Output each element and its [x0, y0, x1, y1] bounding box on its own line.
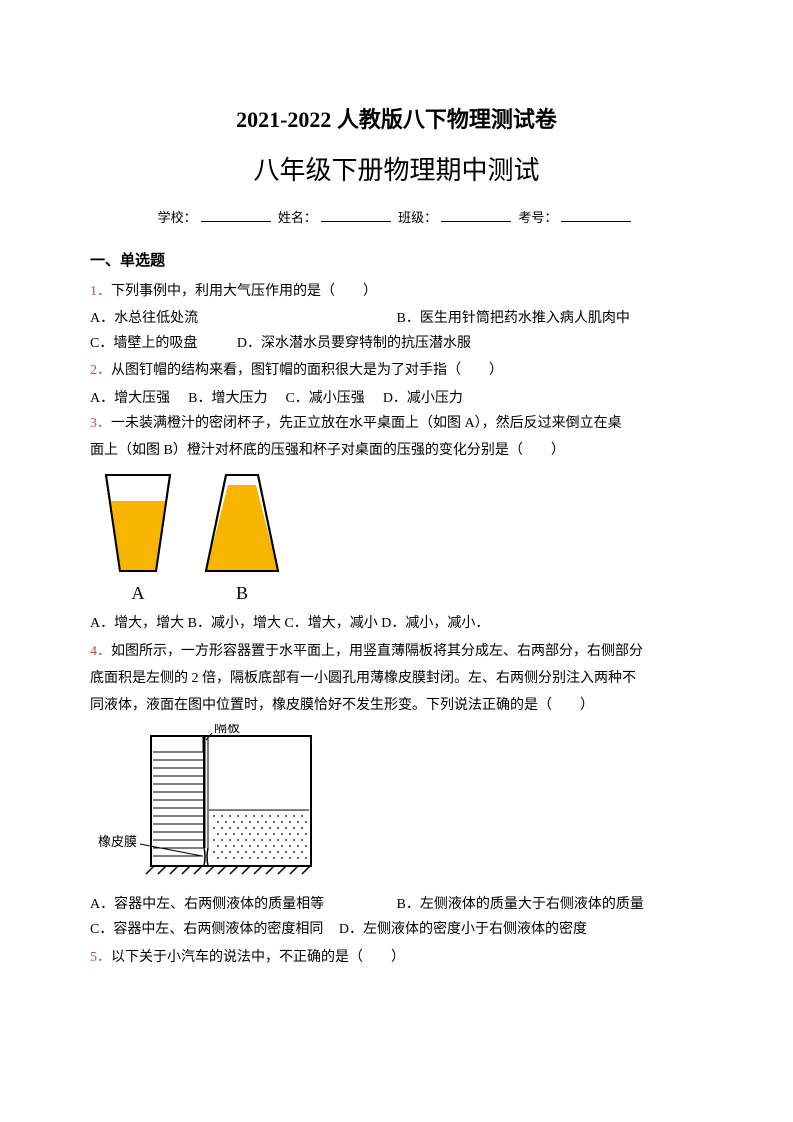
q3-opts: A．增大，增大 B．减小，增大 C．增大，减小 D．减小，减小． — [90, 611, 703, 636]
q4-opts-row2: C．容器中左、右两侧液体的密度相同 D．左侧液体的密度小于右侧液体的密度 — [90, 917, 703, 942]
q3-figure-row: A B — [102, 471, 703, 609]
q1-opts-row2: C．墙壁上的吸盘 D．深水潜水员要穿特制的抗压潜水服 — [90, 331, 703, 356]
question-3: 3．一未装满橙汁的密闭杯子，先正立放在水平桌面上（如图 A），然后反过来倒立在桌 — [90, 411, 703, 436]
q4-text2: 底面积是左侧的 2 倍，隔板底部有一小圆孔用薄橡皮膜封闭。左、右两侧分别注入两种… — [90, 666, 703, 691]
q5-num: 5． — [90, 950, 111, 965]
label-name: 姓名： — [278, 210, 317, 225]
q1-num: 1． — [90, 284, 111, 299]
q2-opts: A．增大压强 B．增大压力 C．减小压强 D．减小压力 — [90, 386, 703, 411]
section-title-1: 一、单选题 — [90, 248, 703, 275]
q1-text: 下列事例中，利用大气压作用的是（ ） — [111, 284, 377, 299]
blank-class[interactable] — [441, 221, 511, 222]
q2-optB: B．增大压力 — [188, 386, 267, 411]
glass-a-label: A — [132, 577, 145, 609]
q4-optD: D．左侧液体的密度小于右侧液体的密度 — [339, 922, 587, 937]
title-main: 2021-2022 人教版八下物理测试卷 — [90, 100, 703, 140]
glass-b-container: B — [202, 471, 282, 609]
glass-b-label: B — [236, 577, 248, 609]
q4-diagram: 隔板 橡皮膜 — [96, 724, 703, 884]
q2-optD: D．减小压力 — [383, 386, 463, 411]
q4-optA: A．容器中左、右两侧液体的质量相等 — [90, 892, 397, 917]
question-4: 4．如图所示，一方形容器置于水平面上，用竖直薄隔板将其分成左、右两部分，右侧部分 — [90, 639, 703, 664]
q1-optA: A．水总往低处流 — [90, 306, 397, 331]
q2-text: 从图钉帽的结构来看，图钉帽的面积很大是为了对手指（ ） — [111, 363, 503, 378]
label-examno: 考号： — [518, 210, 557, 225]
blank-name[interactable] — [321, 221, 391, 222]
question-1: 1．下列事例中，利用大气压作用的是（ ） — [90, 279, 703, 304]
q4-text1: 如图所示，一方形容器置于水平面上，用竖直薄隔板将其分成左、右两部分，右侧部分 — [111, 644, 643, 659]
label-school: 学校： — [158, 210, 197, 225]
q4-opts-row1: A．容器中左、右两侧液体的质量相等 B．左侧液体的质量大于右侧液体的质量 — [90, 892, 703, 917]
q1-optC: C．墙壁上的吸盘 — [90, 336, 197, 351]
q1-optB: B．医生用针筒把药水推入病人肌肉中 — [397, 306, 704, 331]
q2-num: 2． — [90, 363, 111, 378]
q1-optD: D．深水潜水员要穿特制的抗压潜水服 — [237, 336, 471, 351]
info-line: 学校： 姓名： 班级： 考号： — [90, 206, 703, 229]
q4-optC: C．容器中左、右两侧液体的密度相同 — [90, 922, 323, 937]
glass-a-icon — [102, 471, 174, 575]
q1-opts-row1: A．水总往低处流 B．医生用针筒把药水推入病人肌肉中 — [90, 306, 703, 331]
q2-optC: C．减小压强 — [285, 386, 364, 411]
glass-a-container: A — [102, 471, 174, 609]
q3-text1: 一未装满橙汁的密闭杯子，先正立放在水平桌面上（如图 A），然后反过来倒立在桌 — [111, 416, 622, 431]
title-sub: 八年级下册物理期中测试 — [90, 148, 703, 195]
q5-text: 以下关于小汽车的说法中，不正确的是（ ） — [111, 950, 405, 965]
q4-text3: 同液体，液面在图中位置时，橡皮膜恰好不发生形变。下列说法正确的是（ ） — [90, 693, 703, 718]
question-5: 5．以下关于小汽车的说法中，不正确的是（ ） — [90, 945, 703, 970]
q4-label-membrane: 橡皮膜 — [98, 834, 137, 849]
q4-label-partition: 隔板 — [214, 724, 240, 735]
q4-optB: B．左侧液体的质量大于右侧液体的质量 — [397, 892, 704, 917]
question-2: 2．从图钉帽的结构来看，图钉帽的面积很大是为了对手指（ ） — [90, 358, 703, 383]
blank-examno[interactable] — [561, 221, 631, 222]
blank-school[interactable] — [201, 221, 271, 222]
q3-num: 3． — [90, 416, 111, 431]
q2-optA: A．增大压强 — [90, 386, 170, 411]
q3-text2: 面上（如图 B）橙汁对杯底的压强和杯子对桌面的压强的变化分别是（ ） — [90, 438, 703, 463]
label-class: 班级： — [398, 210, 437, 225]
q4-num: 4． — [90, 644, 111, 659]
glass-b-icon — [202, 471, 282, 575]
